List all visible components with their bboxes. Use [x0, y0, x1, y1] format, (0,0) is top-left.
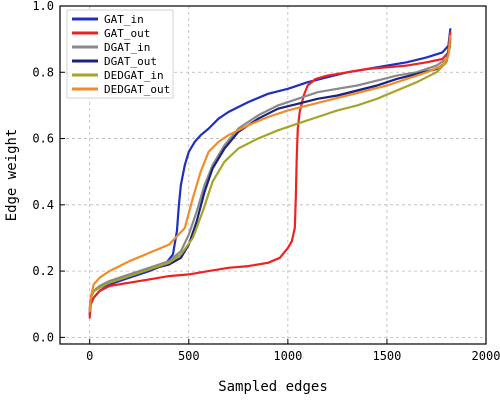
x-tick-label: 2000: [472, 349, 500, 363]
series-line-dedgat-out: [88, 34, 452, 312]
y-tick-label: 0.8: [32, 65, 54, 79]
y-tick-label: 0.0: [32, 330, 54, 344]
y-tick-label: 0.2: [32, 264, 54, 278]
legend-box: [66, 9, 174, 99]
series-line-gat-out: [88, 31, 452, 319]
y-tick-label: 1.0: [32, 0, 54, 13]
x-axis-title: Sampled edges: [218, 379, 328, 395]
series-lines: [88, 28, 452, 319]
axis-ticks: 0 500 1000 1500 2000 0.0 0.2 0.4 0.6 0.8 1.0: [32, 0, 500, 363]
y-tick-label: 0.6: [32, 132, 54, 146]
legend-label: GAT_out: [104, 27, 150, 40]
series-line-dedgat-in: [88, 44, 452, 312]
legend: GAT_inGAT_outDGAT_inDGAT_outDEDGAT_inDED…: [66, 9, 174, 99]
x-tick-label: 1000: [273, 349, 302, 363]
legend-label: GAT_in: [104, 13, 144, 26]
x-tick-label: 1500: [372, 349, 401, 363]
y-axis-title: Edge weight: [4, 129, 20, 222]
legend-label: DEDGAT_in: [104, 69, 164, 82]
x-tick-label: 0: [86, 349, 93, 363]
legend-label: DGAT_out: [104, 55, 157, 68]
plot-frame: [59, 5, 487, 345]
y-tick-label: 0.4: [32, 198, 54, 212]
series-line-gat-in: [88, 28, 452, 316]
legend-label: DEDGAT_out: [104, 83, 170, 96]
series-line-dgat-in: [88, 41, 452, 312]
legend-label: DGAT_in: [104, 41, 150, 54]
x-tick-label: 500: [178, 349, 200, 363]
